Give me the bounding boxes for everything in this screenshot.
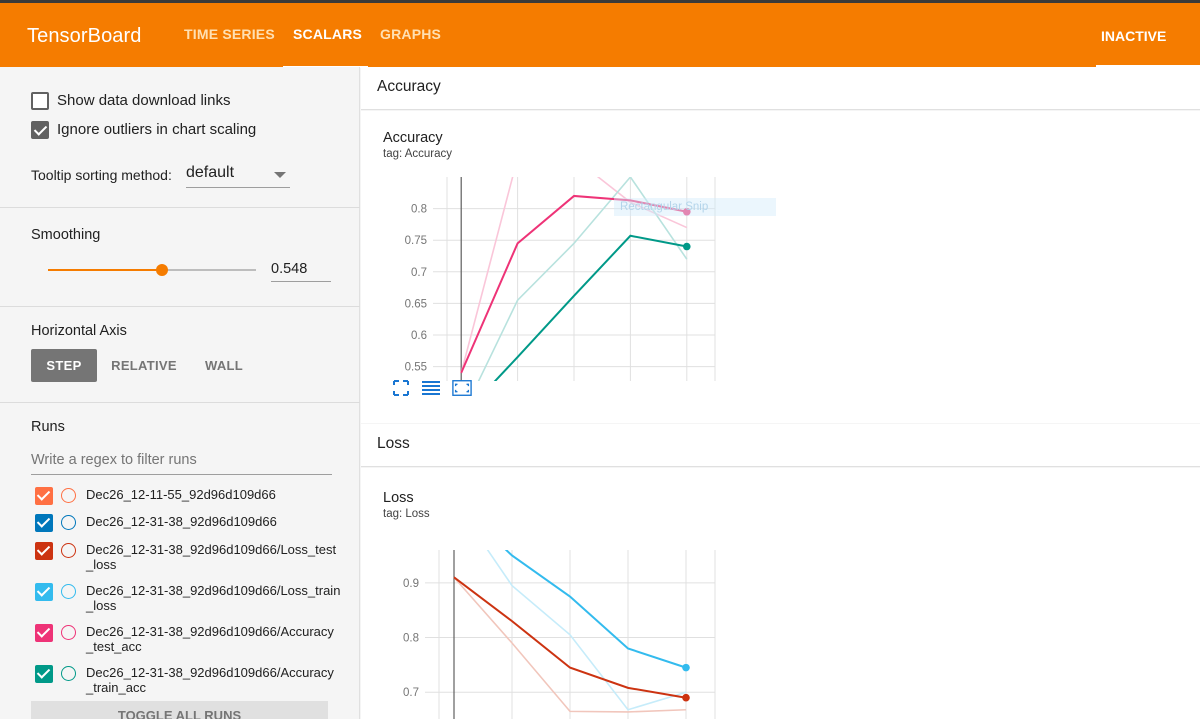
inactive-dropdown[interactable]: INACTIVE: [1101, 28, 1167, 44]
y-tick-label: 0.75: [405, 235, 427, 247]
y-tick-label: 0.6: [411, 330, 427, 342]
ignore-outliers-checkbox[interactable]: [31, 121, 49, 139]
series-line: [453, 576, 687, 699]
y-tick-label: 0.7: [411, 267, 427, 279]
series-end-point: [682, 693, 690, 702]
section-title: Accuracy: [377, 78, 441, 95]
run-label[interactable]: Dec26_12-31-38_92d96d109d66/Accuracy_tes…: [86, 624, 334, 654]
series-end-point: [682, 663, 690, 672]
run-checkbox[interactable]: [35, 514, 53, 532]
run-checkbox[interactable]: [35, 624, 53, 642]
rectangular-snip-overlay: Rectangular Snip: [614, 198, 776, 216]
scalars-dashboard: Accuracy Accuracy tag: Accuracy 0.55 0.6 0…: [361, 67, 1200, 719]
series-line: [460, 194, 687, 374]
chart-title: Accuracy: [383, 130, 443, 146]
run-label[interactable]: Dec26_12-31-38_92d96d109d66: [86, 514, 277, 529]
smoothing-value-input[interactable]: 0.548: [271, 258, 331, 282]
run-label[interactable]: Dec26_12-31-38_92d96d109d66/Accuracy_tra…: [86, 665, 334, 695]
y-tick-label: 0.8: [403, 633, 419, 645]
tab-time-series[interactable]: TIME SERIES: [184, 26, 275, 42]
top-bar: TensorBoard TIME SERIES SCALARS GRAPHS I…: [0, 0, 1200, 68]
series-end-point: [683, 242, 691, 251]
tooltip-sorting-select[interactable]: default: [186, 160, 290, 188]
run-label[interactable]: Dec26_12-31-38_92d96d109d66/Loss_test_lo…: [86, 542, 337, 572]
y-tick-label: 0.7: [403, 687, 419, 699]
runs-filter-input[interactable]: Write a regex to filter runs: [31, 449, 332, 475]
accuracy-section: Accuracy tag: Accuracy 0.55 0.6 0.65 0.7 0.7…: [361, 111, 1200, 423]
run-checkbox[interactable]: [35, 542, 53, 560]
tooltip-sorting-value: default: [186, 164, 235, 181]
series-end-point: [683, 207, 691, 216]
show-download-links-label[interactable]: Show data download links: [57, 92, 231, 109]
run-color-circle[interactable]: [61, 625, 76, 640]
run-label[interactable]: Dec26_12-11-55_92d96d109d66: [86, 487, 276, 502]
run-color-circle[interactable]: [61, 488, 76, 503]
tab-scalars[interactable]: SCALARS: [293, 26, 363, 42]
y-tick-label: 0.9: [403, 578, 419, 590]
list-icon[interactable]: [421, 379, 441, 397]
fit-domain-icon[interactable]: [452, 379, 472, 397]
show-download-links-checkbox[interactable]: [31, 92, 49, 110]
section-title: Loss: [377, 435, 410, 452]
smoothing-slider-fill: [48, 269, 162, 271]
run-color-circle[interactable]: [61, 515, 76, 530]
divider: [0, 402, 360, 403]
y-tick-label: 0.55: [405, 362, 427, 374]
fullscreen-icon[interactable]: [391, 379, 411, 397]
series-line: [493, 234, 687, 381]
series-line: [460, 177, 688, 374]
smoothing-slider[interactable]: [48, 264, 256, 276]
runs-label: Runs: [31, 419, 65, 435]
status-indicator: [1096, 65, 1200, 67]
tooltip-sorting-label: Tooltip sorting method:: [31, 167, 172, 183]
run-color-circle[interactable]: [61, 666, 76, 681]
chart-title: Loss: [383, 490, 414, 506]
divider: [0, 306, 360, 307]
toggle-all-runs-button[interactable]: TOGGLE ALL RUNS: [31, 701, 328, 719]
y-tick-label: 0.8: [411, 204, 427, 216]
divider: [0, 207, 360, 208]
chart-tag: tag: Loss: [383, 508, 430, 520]
series-line: [486, 550, 687, 711]
ignore-outliers-label[interactable]: Ignore outliers in chart scaling: [57, 121, 257, 138]
chart-tag: tag: Accuracy: [383, 148, 453, 160]
loss-chart[interactable]: 0.7 0.8 0.9: [361, 518, 781, 719]
brand-title: TensorBoard: [27, 25, 142, 47]
axis-relative-button[interactable]: RELATIVE: [111, 358, 177, 373]
axis-step-button[interactable]: STEP: [31, 349, 97, 382]
axis-wall-button[interactable]: WALL: [204, 358, 244, 373]
smoothing-slider-thumb[interactable]: [155, 264, 168, 276]
horizontal-axis-label: Horizontal Axis: [31, 323, 127, 339]
y-tick-label: 0.65: [405, 298, 427, 310]
run-checkbox[interactable]: [35, 665, 53, 683]
run-color-circle[interactable]: [61, 543, 76, 558]
run-label[interactable]: Dec26_12-31-38_92d96d109d66/Loss_train_l…: [86, 583, 341, 613]
series-line: [504, 550, 687, 669]
sidebar: Show data download links Ignore outliers…: [0, 67, 360, 719]
run-color-circle[interactable]: [61, 584, 76, 599]
run-checkbox[interactable]: [35, 583, 53, 601]
smoothing-label: Smoothing: [31, 227, 101, 243]
smoothing-value: 0.548: [271, 261, 308, 277]
accuracy-section-header[interactable]: Accuracy: [361, 67, 1200, 110]
accuracy-chart[interactable]: 0.550.60.650.70.750.801234: [361, 161, 781, 381]
loss-section-header[interactable]: Loss: [361, 424, 1200, 467]
tab-graphs[interactable]: GRAPHS: [380, 26, 442, 42]
loss-section: Loss tag: Loss 0.7 0.8 0.9: [361, 468, 1200, 719]
series-line: [453, 576, 687, 713]
chevron-down-icon: [274, 172, 286, 178]
run-checkbox[interactable]: [35, 487, 53, 505]
runs-filter-placeholder: Write a regex to filter runs: [31, 452, 197, 468]
